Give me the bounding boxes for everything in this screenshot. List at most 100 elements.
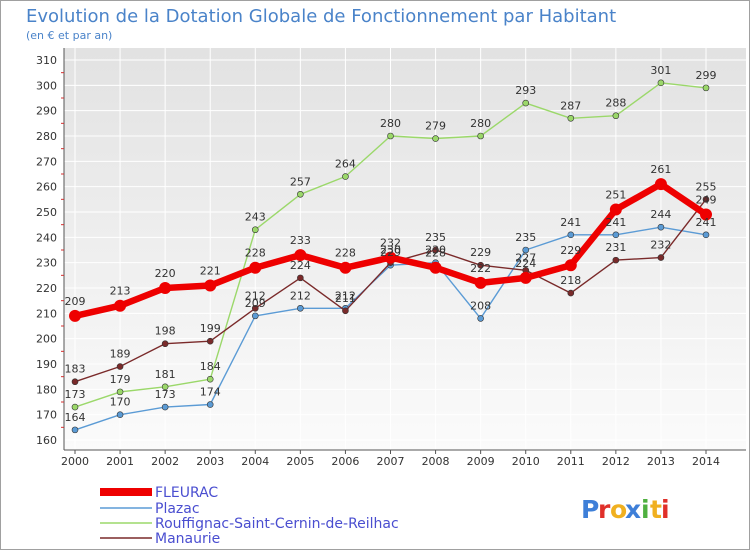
x-tick-label: 2012	[602, 455, 630, 468]
data-label: 209	[65, 295, 86, 308]
x-tick-label: 2014	[692, 455, 720, 468]
x-tick-label: 2007	[377, 455, 405, 468]
data-point	[342, 307, 349, 315]
data-label: 181	[155, 368, 176, 381]
data-label: 293	[515, 84, 536, 97]
legend-label: Plazac	[155, 501, 200, 517]
x-tick-label: 2010	[512, 455, 540, 468]
y-tick-label: 290	[36, 105, 57, 118]
data-label: 232	[650, 239, 671, 252]
data-label: 228	[245, 247, 266, 260]
y-tick-label: 170	[36, 409, 57, 422]
data-point	[522, 246, 530, 254]
data-point	[654, 178, 667, 191]
data-label: 183	[65, 363, 86, 376]
data-point	[297, 304, 304, 312]
logo-letter: i	[661, 495, 670, 524]
data-label: 251	[605, 188, 626, 201]
data-label: 257	[290, 175, 311, 188]
chart-title: Evolution de la Dotation Globale de Fonc…	[26, 6, 616, 27]
y-tick-label: 250	[36, 206, 57, 219]
data-label: 232	[380, 237, 401, 250]
data-label: 170	[110, 396, 131, 409]
data-label: 209	[245, 297, 266, 310]
data-point	[474, 276, 487, 289]
data-label: 212	[245, 289, 266, 302]
data-label: 224	[290, 259, 311, 272]
data-point	[702, 231, 710, 239]
data-label: 208	[470, 299, 491, 312]
data-label: 224	[515, 257, 536, 270]
data-label: 244	[650, 208, 671, 221]
data-label: 174	[200, 386, 221, 399]
data-label: 280	[380, 117, 401, 130]
data-point	[297, 274, 304, 282]
data-point	[522, 99, 530, 107]
data-point	[657, 223, 665, 231]
data-label: 255	[696, 180, 717, 193]
y-tick-label: 310	[36, 54, 57, 67]
data-point	[702, 196, 710, 203]
data-label: 230	[380, 244, 401, 257]
y-tick-label: 190	[36, 358, 57, 371]
data-point	[612, 112, 620, 120]
data-point	[161, 340, 169, 348]
data-point	[159, 282, 172, 294]
data-label: 173	[65, 388, 86, 401]
data-point	[700, 208, 712, 221]
data-point	[297, 190, 304, 198]
data-label: 221	[200, 264, 221, 277]
data-label: 179	[110, 373, 131, 386]
data-label: 212	[335, 289, 356, 302]
x-tick-label: 2003	[196, 455, 224, 468]
data-label: 228	[425, 247, 446, 260]
data-point	[477, 132, 484, 140]
plot-area	[64, 48, 746, 450]
y-tick-label: 260	[36, 181, 57, 194]
y-tick-label: 240	[36, 231, 57, 244]
x-tick-label: 2009	[467, 455, 495, 468]
data-label: 220	[155, 267, 176, 280]
data-point	[71, 426, 79, 434]
y-tick-label: 300	[36, 79, 57, 92]
y-tick-label: 280	[36, 130, 57, 143]
data-label: 287	[560, 99, 581, 112]
data-point	[116, 411, 124, 418]
data-point	[384, 251, 397, 264]
data-point	[477, 315, 484, 322]
data-point	[432, 135, 439, 142]
logo-letter: x	[625, 495, 641, 524]
data-point	[69, 309, 81, 322]
logo-letter: o	[610, 495, 627, 524]
x-tick-label: 2005	[286, 455, 314, 468]
data-label: 227	[515, 251, 536, 264]
data-point	[294, 249, 307, 262]
logo-letter: t	[650, 495, 662, 524]
data-point	[71, 403, 79, 411]
data-point	[612, 256, 620, 264]
data-label: 218	[560, 274, 581, 287]
logo-letter: r	[598, 495, 611, 524]
data-point	[387, 132, 394, 140]
y-tick-label: 230	[36, 257, 57, 270]
proxiti-logo: Pr ox i t i	[581, 495, 670, 524]
data-point	[251, 226, 259, 234]
data-point	[206, 401, 214, 408]
data-point	[657, 79, 665, 87]
data-point	[477, 261, 484, 269]
x-tick-label: 2008	[422, 455, 450, 468]
logo-letter: i	[641, 495, 650, 524]
data-label: 229	[470, 246, 491, 259]
data-label: 235	[515, 231, 536, 244]
data-label: 261	[650, 163, 671, 176]
x-tick-label: 2006	[331, 455, 359, 468]
logo-letter: P	[581, 495, 599, 524]
x-tick-label: 2004	[241, 455, 269, 468]
data-point	[657, 254, 665, 261]
data-label: 222	[470, 262, 491, 275]
data-point	[339, 261, 352, 274]
data-point	[116, 363, 124, 370]
data-label: 279	[425, 120, 446, 133]
chart-subtitle: (en € et par an)	[26, 29, 112, 42]
y-tick-label: 270	[36, 155, 57, 168]
